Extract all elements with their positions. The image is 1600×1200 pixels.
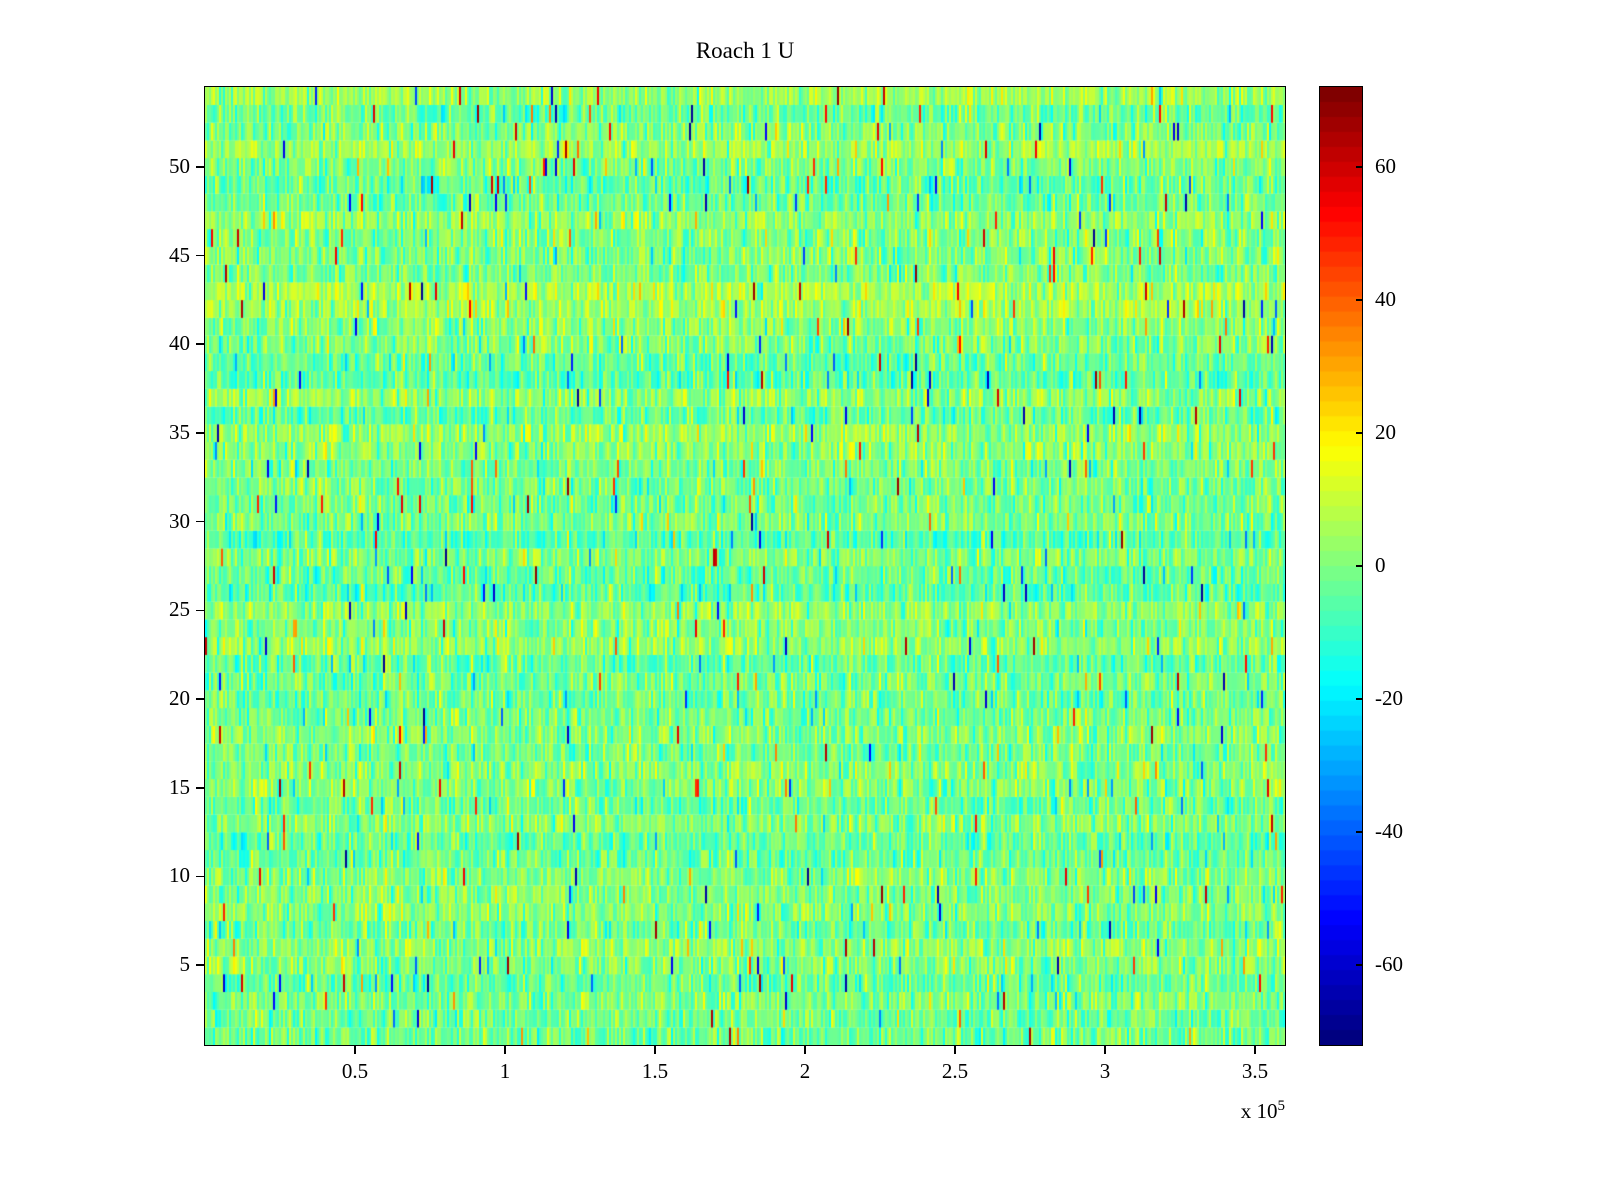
x-axis-exponent-base: x 10 — [1240, 1099, 1278, 1123]
y-axis-tick-label: 15 — [169, 774, 190, 799]
y-axis-tick-mark — [196, 787, 204, 789]
y-axis-tick-label: 25 — [169, 597, 190, 622]
y-axis-tick-mark — [196, 343, 204, 345]
x-axis-tick-mark — [1104, 1046, 1106, 1054]
colorbar-tick-mark — [1356, 698, 1362, 700]
y-axis-tick-label: 20 — [169, 686, 190, 711]
y-axis-tick-mark — [196, 875, 204, 878]
x-axis-tick-mark — [1254, 1046, 1256, 1054]
colorbar — [1319, 86, 1363, 1046]
x-axis-tick-label: 3 — [1099, 1059, 1111, 1083]
x-axis-tick-label: 0.5 — [341, 1059, 369, 1083]
y-axis-tick-label: 35 — [169, 419, 190, 444]
x-axis-tick-label: 1 — [499, 1059, 511, 1083]
colorbar-tick-label: -60 — [1375, 952, 1403, 977]
y-axis-tick-mark — [196, 964, 204, 966]
colorbar-tick-mark — [1356, 166, 1362, 168]
y-axis-tick-mark — [196, 520, 204, 523]
y-axis-tick-mark — [196, 166, 204, 168]
y-axis-tick-label: 45 — [169, 242, 190, 267]
x-axis-tick-mark — [504, 1046, 506, 1054]
colorbar-tick-label: -40 — [1375, 819, 1403, 844]
y-axis-tick-label: 40 — [169, 331, 190, 356]
x-axis-tick-mark — [354, 1046, 356, 1054]
colorbar-canvas — [1320, 87, 1362, 1045]
colorbar-tick-mark — [1356, 964, 1362, 966]
y-axis-tick-label: 5 — [179, 952, 191, 977]
y-axis-tick-mark — [196, 698, 204, 700]
x-axis-tick-mark — [954, 1046, 956, 1054]
x-axis-tick-label: 1.5 — [641, 1059, 669, 1083]
y-axis-tick-label: 10 — [169, 863, 190, 888]
y-axis-tick-mark — [196, 254, 204, 257]
x-axis-tick-label: 3.5 — [1241, 1059, 1269, 1083]
heatmap-canvas — [205, 87, 1285, 1045]
y-axis-tick-mark — [196, 432, 204, 434]
colorbar-tick-label: 60 — [1375, 153, 1396, 178]
x-axis-tick-mark — [804, 1046, 806, 1054]
colorbar-tick-label: -20 — [1375, 686, 1403, 711]
colorbar-tick-mark — [1356, 299, 1362, 301]
y-axis-tick-label: 50 — [169, 153, 190, 178]
x-axis-tick-label: 2 — [799, 1059, 811, 1083]
x-axis-tick-label: 2.5 — [941, 1059, 969, 1083]
figure-title: Roach 1 U — [695, 38, 795, 63]
x-axis-exponent-label: x 105 — [1150, 1098, 1285, 1124]
x-axis-tick-mark — [654, 1046, 656, 1054]
colorbar-tick-mark — [1356, 432, 1362, 434]
colorbar-tick-label: 20 — [1375, 419, 1396, 444]
y-axis-tick-mark — [196, 609, 204, 612]
colorbar-tick-label: 0 — [1375, 553, 1386, 577]
colorbar-tick-mark — [1356, 565, 1362, 567]
x-axis-exponent-power: 5 — [1277, 1098, 1286, 1114]
colorbar-tick-label: 40 — [1375, 286, 1396, 311]
plot-area — [204, 86, 1286, 1046]
colorbar-tick-mark — [1356, 831, 1362, 833]
y-axis-tick-label: 30 — [169, 508, 190, 533]
